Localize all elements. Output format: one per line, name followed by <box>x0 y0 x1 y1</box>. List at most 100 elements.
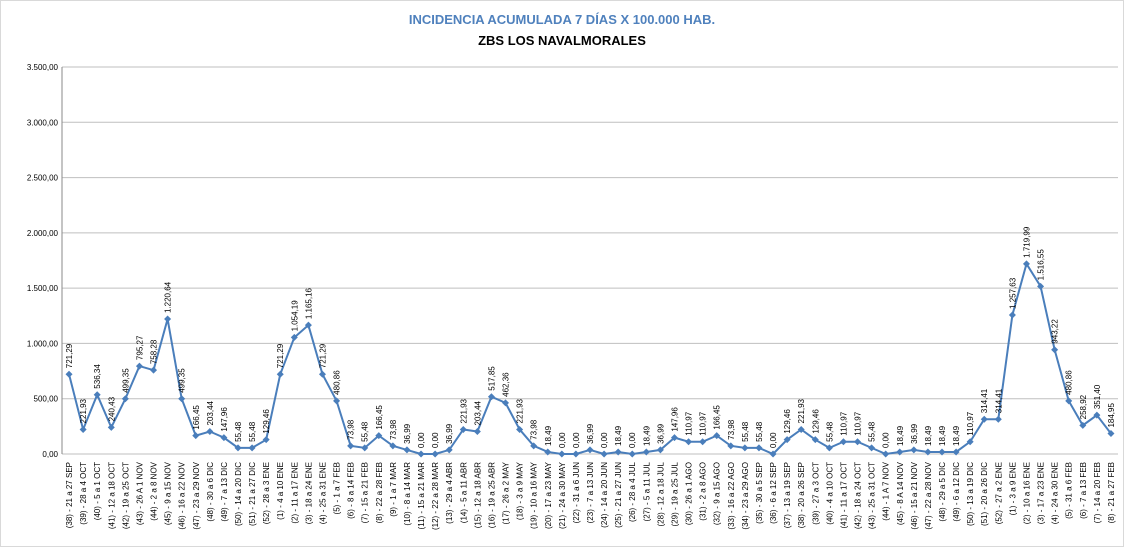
data-label: 18,49 <box>952 425 961 446</box>
marker <box>713 432 721 440</box>
x-tick-label: (41) - 11 a 17 OCT <box>839 462 848 529</box>
x-tick-label: (45) - 8 A 14 NOV <box>896 461 905 525</box>
x-tick-label: (51) - 21 a 27 DIC <box>248 462 257 526</box>
x-tick-label: (30) - 26 a 1 AGO <box>685 462 694 525</box>
marker <box>459 425 467 433</box>
x-tick-label: (27) - 5 a 11 JUL <box>642 461 651 521</box>
x-tick-label: (35) - 30 a 5 SEP <box>755 462 764 524</box>
data-label: 536,34 <box>93 364 102 389</box>
data-label: 1.220,64 <box>164 281 173 313</box>
x-tick-label: (37) - 13 a 19 SEP <box>783 462 792 528</box>
marker <box>642 448 650 456</box>
x-tick-label: (17) - 26 a 2 MAY <box>502 461 511 524</box>
marker <box>318 370 326 378</box>
x-tick-label: (7) - 14 a 20 FEB <box>1093 462 1102 523</box>
y-tick-label: 500,00 <box>34 395 59 404</box>
data-label: 18,49 <box>896 425 905 446</box>
marker <box>135 362 143 370</box>
x-tick-label: (46) - 15 a 21 NOV <box>910 461 919 529</box>
x-tick-label: (15) - 12 a 18 ABR <box>473 462 482 528</box>
data-label: 1.165,16 <box>304 287 313 319</box>
x-tick-label: (43) - 26 A 1 NOV <box>135 461 144 525</box>
x-tick-label: (39) - 27 a 3 OCT <box>811 462 820 525</box>
marker <box>544 448 552 456</box>
x-tick-label: (6) - 8 a 14 FEB <box>347 462 356 519</box>
data-label: 55,48 <box>741 421 750 442</box>
x-tick-label: (39) - 28 a 4 OCT <box>79 462 88 525</box>
marker <box>530 442 538 450</box>
data-label: 55,48 <box>234 421 243 442</box>
marker <box>1051 346 1059 354</box>
data-label: 0,00 <box>572 432 581 448</box>
data-label: 36,99 <box>445 423 454 444</box>
x-tick-label: (4) - 25 a 31 ENE <box>318 462 327 524</box>
data-label: 110,97 <box>854 411 863 435</box>
marker <box>741 444 749 452</box>
marker <box>220 434 228 442</box>
data-label: 0,00 <box>882 432 891 448</box>
x-tick-label: (5) - 1 a 7 FEB <box>333 462 342 514</box>
data-label: 55,48 <box>248 421 257 442</box>
x-tick-label: (13) - 29 a 4 ABR <box>445 462 454 524</box>
marker <box>417 450 425 458</box>
x-tick-label: (36) - 6 a 12 SEP <box>769 462 778 524</box>
data-label: 0,00 <box>600 432 609 448</box>
marker <box>1022 260 1030 268</box>
data-label: 147,96 <box>670 407 679 432</box>
marker <box>178 395 186 403</box>
marker <box>882 450 890 458</box>
marker <box>628 450 636 458</box>
marker <box>994 415 1002 423</box>
x-tick-label: (18) - 3 a 9 MAY <box>516 461 525 520</box>
data-label: 795,27 <box>135 335 144 360</box>
marker <box>980 415 988 423</box>
marker <box>685 438 693 446</box>
marker <box>79 425 87 433</box>
data-label: 314,41 <box>994 388 1003 413</box>
marker <box>248 444 256 452</box>
marker <box>727 442 735 450</box>
data-label: 1.054,19 <box>290 300 299 332</box>
y-tick-label: 3.000,00 <box>27 118 59 127</box>
y-tick-label: 1.500,00 <box>27 284 59 293</box>
marker <box>121 395 129 403</box>
marker <box>206 428 214 436</box>
x-tick-label: (19) - 10 a 16 MAY <box>530 461 539 529</box>
data-label: 36,99 <box>910 423 919 444</box>
marker <box>966 438 974 446</box>
marker <box>670 434 678 442</box>
x-tick-label: (8) - 21 a 27 FEB <box>1107 462 1116 523</box>
x-tick-label: (40) - 4 a 10 OCT <box>825 462 834 525</box>
x-tick-label: (52) - 27 a 2 ENE <box>994 462 1003 524</box>
marker <box>910 446 918 454</box>
marker <box>290 333 298 341</box>
marker <box>403 446 411 454</box>
data-label: 55,48 <box>361 421 370 442</box>
marker <box>487 393 495 401</box>
data-label: 758,28 <box>150 339 159 364</box>
x-tick-label: (2) - 10 a 16 ENE <box>1022 462 1031 524</box>
data-label: 0,00 <box>558 432 567 448</box>
x-tick-label: (41) - 12 a 18 OCT <box>107 462 116 529</box>
x-tick-label: (38) - 21 a 27 SEP <box>65 462 74 528</box>
marker <box>558 450 566 458</box>
x-tick-label: (28) - 12 a 18 JUL <box>656 461 665 526</box>
x-tick-label: (10) - 8 a 14 MAR <box>403 462 412 526</box>
x-tick-label: (9) - 1 a 7 MAR <box>389 462 398 517</box>
data-label: 0,00 <box>769 432 778 448</box>
x-tick-label: (8) - 22 a 28 FEB <box>375 462 384 523</box>
x-tick-label: (16) - 19 a 25 ABR <box>487 462 496 528</box>
data-label: 221,93 <box>516 398 525 423</box>
data-label: 499,35 <box>178 368 187 393</box>
x-tick-label: (50) - 14 a 20 DIC <box>234 462 243 526</box>
x-tick-label: (38) - 20 a 26 SEP <box>797 462 806 528</box>
data-label: 943,22 <box>1051 319 1060 344</box>
data-label: 1.516,55 <box>1037 249 1046 281</box>
x-tick-label: (20) - 17 a 23 MAY <box>544 461 553 529</box>
marker <box>896 448 904 456</box>
x-tick-label: (45) - 9 a 15 NOV <box>164 461 173 525</box>
data-label: 721,29 <box>276 343 285 368</box>
x-tick-label: (1) - 4 a 10 ENE <box>276 462 285 520</box>
x-tick-label: (2) - 11 a 17 ENE <box>290 462 299 524</box>
